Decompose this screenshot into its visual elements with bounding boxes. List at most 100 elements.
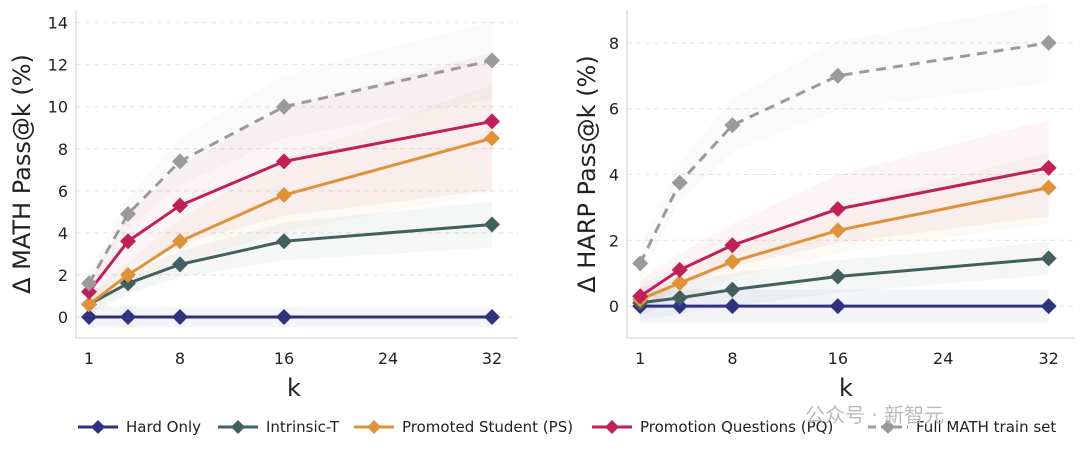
y-tick-label: 2 [58,266,68,285]
x-tick-label: 32 [1038,349,1058,368]
x-tick-label: 24 [378,349,398,368]
data-point [172,233,188,250]
y-axis-label: Δ HARP Pass@k (%) [573,55,601,292]
confidence-band [89,21,492,294]
data-point [829,67,846,84]
legend-marker [231,420,245,434]
legend-label: Promoted Student (PS) [402,418,573,436]
data-point [120,308,136,325]
data-point [671,174,688,191]
confidence-band [640,119,1049,313]
legend-label: Promotion Questions (PQ) [640,418,833,436]
data-point [1040,298,1057,315]
data-point [120,233,136,250]
legend-item: Promotion Questions (PQ) [592,418,833,436]
y-tick-label: 2 [609,231,619,250]
legend-label: Intrinsic-T [266,418,340,436]
data-point [671,289,688,306]
y-tick-label: 4 [58,224,68,243]
data-point [829,298,846,315]
data-point [484,130,500,147]
confidence-band [640,241,1049,320]
legend-marker [91,420,105,434]
legend-label: Hard Only [126,418,201,436]
data-point [276,153,292,170]
data-point [81,283,97,300]
y-tick-label: 8 [58,140,68,159]
data-point [724,253,741,270]
data-point [172,197,188,214]
y-tick-label: 6 [609,100,619,119]
confidence-band [89,52,492,303]
data-point [724,298,741,315]
data-point [632,255,649,272]
data-point [671,275,688,292]
x-tick-label: 24 [933,349,953,368]
data-point [276,187,292,204]
confidence-band [89,201,492,315]
legend-item: Intrinsic-T [218,418,340,436]
data-point [120,205,136,222]
legend-item: Hard Only [78,418,201,436]
data-point [172,256,188,273]
y-tick-label: 0 [609,297,619,316]
y-tick-label: 14 [48,14,68,33]
x-tick-label: 1 [635,349,645,368]
data-point [484,308,500,325]
legend-item: Promoted Student (PS) [354,418,573,436]
data-point [484,113,500,130]
x-tick-label: 16 [828,349,848,368]
y-axis-label: Δ MATH Pass@k (%) [8,54,36,294]
confidence-band [640,152,1049,316]
y-tick-label: 0 [58,308,68,327]
data-point [829,268,846,285]
confidence-band [640,3,1049,280]
x-tick-label: 1 [84,349,94,368]
y-tick-label: 10 [48,98,68,117]
legend-marker [605,420,619,434]
data-point [276,98,292,115]
x-tick-label: 8 [175,349,185,368]
data-point [724,117,741,134]
series-line [638,41,1049,264]
data-point [1040,159,1057,176]
data-point [484,216,500,233]
data-point [276,308,292,325]
data-point [81,275,97,292]
data-point [724,281,741,298]
data-point [484,52,500,69]
data-point [829,201,846,218]
legend-marker [881,420,895,434]
watermark: 公众号 · 新智元 [805,403,944,427]
y-tick-label: 8 [609,34,619,53]
x-tick-label: 32 [482,349,502,368]
data-point [671,298,688,315]
data-point [1040,250,1057,267]
legend-marker [367,420,381,434]
x-axis-label: k [287,374,301,402]
data-point [1040,179,1057,196]
y-tick-label: 12 [48,56,68,75]
data-point [120,266,136,283]
data-point [172,153,188,170]
x-tick-label: 16 [274,349,294,368]
data-point [1040,34,1057,51]
data-point [724,237,741,254]
data-point [81,296,97,313]
y-tick-label: 6 [58,182,68,201]
x-tick-label: 8 [727,349,737,368]
data-point [81,308,97,325]
data-point [671,261,688,278]
legend-label: Full MATH train set [916,418,1056,436]
data-point [829,222,846,239]
data-point [632,288,649,305]
legend: Hard Only Intrinsic-T Promoted Student (PS… [78,418,1056,436]
x-axis-label: k [839,374,853,402]
data-point [276,233,292,250]
data-point [172,308,188,325]
y-tick-label: 4 [609,165,619,184]
